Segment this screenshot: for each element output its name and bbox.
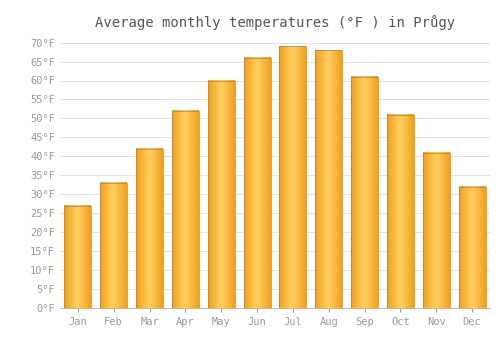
Title: Average monthly temperatures (°F ) in Průgy: Average monthly temperatures (°F ) in Pr…: [95, 15, 455, 30]
Bar: [458, 187, 485, 308]
Bar: [280, 46, 306, 308]
Bar: [208, 80, 234, 308]
Bar: [136, 149, 163, 308]
Bar: [423, 153, 450, 308]
Bar: [351, 77, 378, 308]
Bar: [100, 183, 127, 308]
Bar: [387, 115, 414, 308]
Bar: [244, 58, 270, 308]
Bar: [172, 111, 199, 308]
Bar: [316, 50, 342, 308]
Bar: [64, 206, 92, 308]
